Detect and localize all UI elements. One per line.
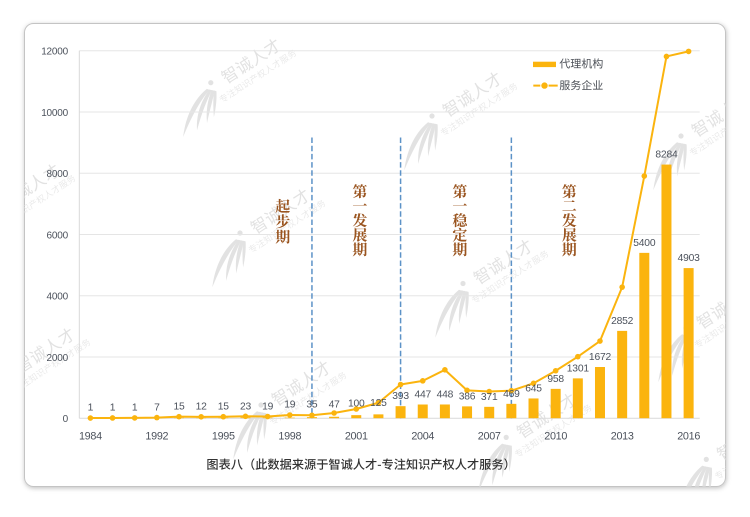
svg-text:35: 35	[306, 400, 318, 411]
svg-text:469: 469	[503, 389, 520, 400]
svg-text:386: 386	[459, 391, 476, 402]
svg-text:2000: 2000	[47, 353, 69, 364]
svg-text:2016: 2016	[677, 431, 700, 443]
svg-text:1301: 1301	[567, 363, 590, 374]
svg-text:1: 1	[88, 403, 94, 414]
svg-text:8284: 8284	[655, 150, 678, 161]
svg-text:4000: 4000	[47, 292, 69, 303]
svg-text:448: 448	[437, 389, 454, 400]
svg-text:2004: 2004	[411, 431, 434, 443]
svg-text:0: 0	[63, 414, 69, 425]
svg-text:6000: 6000	[47, 230, 69, 241]
svg-text:1984: 1984	[79, 431, 102, 443]
svg-text:2010: 2010	[544, 431, 567, 443]
svg-text:12: 12	[196, 402, 208, 413]
svg-text:10000: 10000	[41, 108, 68, 119]
svg-text:371: 371	[481, 392, 498, 403]
svg-text:1995: 1995	[212, 431, 235, 443]
svg-text:2007: 2007	[478, 431, 501, 443]
svg-text:958: 958	[547, 374, 564, 385]
svg-text:19: 19	[262, 402, 274, 413]
svg-text:8000: 8000	[47, 169, 69, 180]
svg-text:12000: 12000	[41, 47, 68, 58]
svg-text:100: 100	[348, 399, 365, 410]
svg-text:15: 15	[218, 402, 230, 413]
svg-text:393: 393	[392, 391, 409, 402]
svg-text:15: 15	[173, 402, 185, 413]
svg-text:7: 7	[154, 403, 160, 414]
svg-text:1672: 1672	[589, 352, 612, 363]
svg-text:125: 125	[370, 398, 387, 409]
svg-text:645: 645	[525, 383, 542, 394]
svg-text:1992: 1992	[145, 431, 168, 443]
svg-text:2013: 2013	[611, 431, 634, 443]
svg-text:4903: 4903	[678, 253, 701, 264]
svg-text:23: 23	[240, 402, 252, 413]
svg-text:47: 47	[329, 400, 341, 411]
svg-text:19: 19	[284, 400, 296, 411]
svg-text:1: 1	[132, 403, 138, 414]
svg-text:5400: 5400	[633, 238, 656, 249]
svg-text:447: 447	[414, 390, 431, 401]
svg-text:1998: 1998	[278, 431, 301, 443]
svg-text:2001: 2001	[345, 431, 368, 443]
svg-text:2852: 2852	[611, 316, 634, 327]
svg-text:1: 1	[110, 403, 116, 414]
